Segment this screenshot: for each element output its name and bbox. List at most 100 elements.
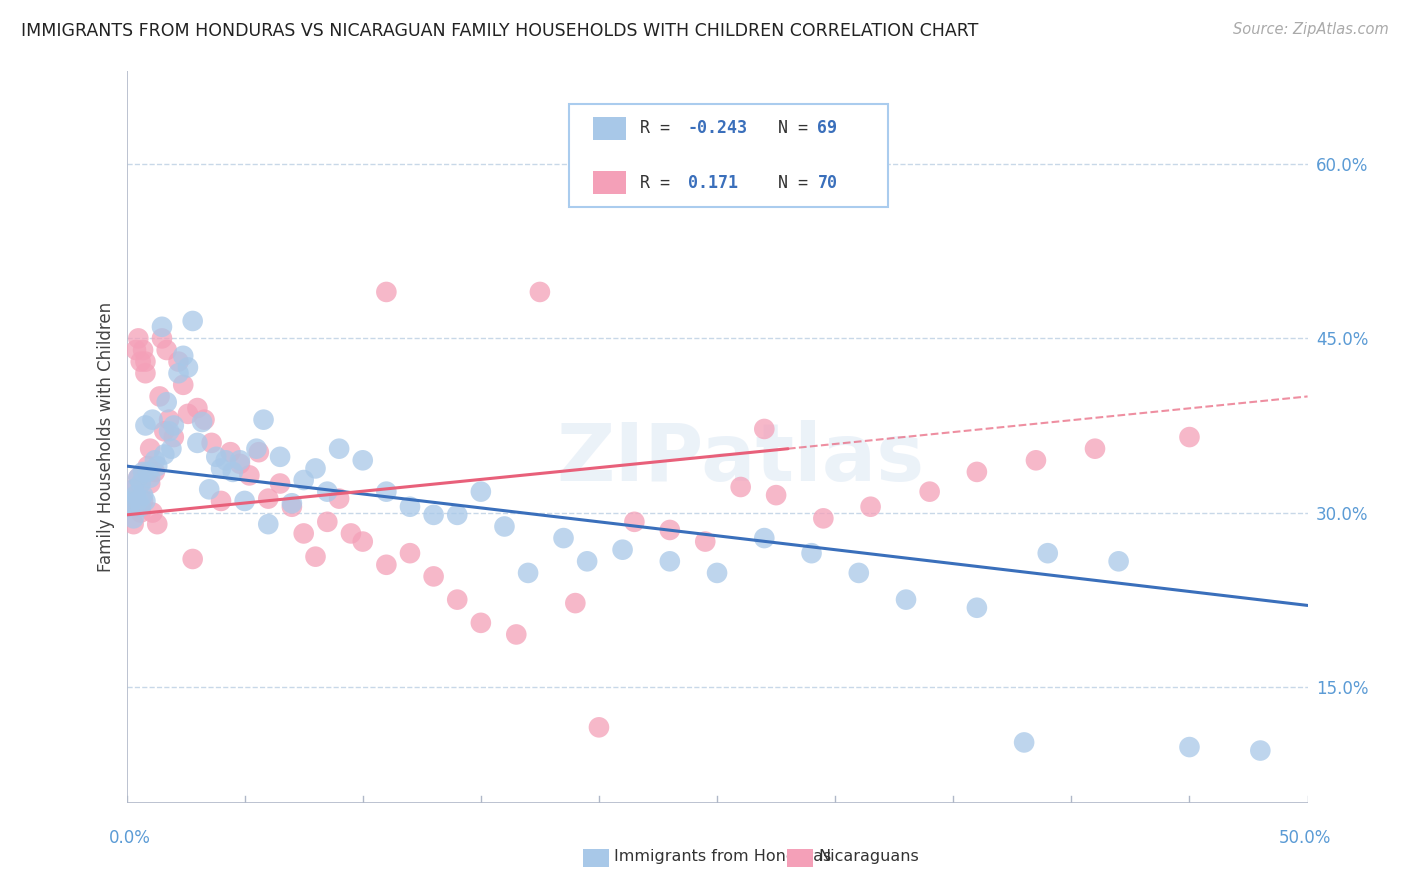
Point xyxy=(765,488,787,502)
Point xyxy=(150,319,173,334)
Point xyxy=(966,465,988,479)
Point xyxy=(222,465,245,479)
Point xyxy=(229,453,252,467)
Point xyxy=(375,484,398,499)
Point xyxy=(422,569,444,583)
Point xyxy=(191,415,214,429)
Point xyxy=(375,285,398,299)
Y-axis label: Family Households with Children: Family Households with Children xyxy=(97,302,115,572)
Point xyxy=(257,517,280,532)
Point xyxy=(588,720,610,734)
Point xyxy=(966,600,988,615)
Text: IMMIGRANTS FROM HONDURAS VS NICARAGUAN FAMILY HOUSEHOLDS WITH CHILDREN CORRELATI: IMMIGRANTS FROM HONDURAS VS NICARAGUAN F… xyxy=(21,22,979,40)
Point xyxy=(564,596,586,610)
Point xyxy=(505,627,527,641)
Point xyxy=(163,430,186,444)
Text: ZIPatlas: ZIPatlas xyxy=(557,420,925,498)
Point xyxy=(153,424,176,438)
Point xyxy=(139,476,162,491)
Point xyxy=(167,366,190,380)
Point xyxy=(134,494,156,508)
Text: Nicaraguans: Nicaraguans xyxy=(818,849,920,863)
Point xyxy=(146,459,169,474)
Point xyxy=(1084,442,1107,456)
FancyBboxPatch shape xyxy=(593,117,626,140)
Point xyxy=(149,389,172,403)
Point xyxy=(612,542,634,557)
Point xyxy=(143,465,166,479)
Point xyxy=(127,494,149,508)
Point xyxy=(120,500,142,514)
Point xyxy=(247,445,270,459)
Point xyxy=(122,483,145,497)
Point xyxy=(859,500,882,514)
Point xyxy=(172,377,194,392)
Point xyxy=(1178,740,1201,755)
Point xyxy=(156,343,179,357)
Point xyxy=(316,484,339,499)
Text: 50.0%: 50.0% xyxy=(1278,829,1331,847)
Point xyxy=(352,453,374,467)
Point xyxy=(304,461,326,475)
Point xyxy=(269,476,291,491)
Point xyxy=(198,483,221,497)
Point xyxy=(304,549,326,564)
Point xyxy=(252,412,274,426)
Point xyxy=(118,494,141,508)
Point xyxy=(494,519,516,533)
Point xyxy=(470,615,492,630)
Point xyxy=(160,442,183,456)
Text: N =: N = xyxy=(758,120,818,137)
Point xyxy=(122,483,145,497)
Point xyxy=(292,526,315,541)
Point xyxy=(399,500,422,514)
Point xyxy=(136,459,159,474)
Point xyxy=(122,511,145,525)
Point xyxy=(200,436,222,450)
Point xyxy=(120,494,142,508)
Point xyxy=(141,506,163,520)
FancyBboxPatch shape xyxy=(569,104,889,207)
Text: 70: 70 xyxy=(817,174,838,192)
Point xyxy=(150,331,173,345)
Point xyxy=(529,285,551,299)
Text: -0.243: -0.243 xyxy=(688,120,748,137)
Point xyxy=(127,471,149,485)
Point xyxy=(177,360,200,375)
Text: 0.171: 0.171 xyxy=(688,174,738,192)
Point xyxy=(813,511,835,525)
Point xyxy=(163,418,186,433)
Point xyxy=(132,494,155,508)
Point xyxy=(238,468,260,483)
Point xyxy=(1036,546,1059,560)
Point xyxy=(1249,743,1271,757)
Point xyxy=(894,592,917,607)
Point xyxy=(146,517,169,532)
Point xyxy=(470,484,492,499)
Point xyxy=(215,453,238,467)
Point xyxy=(127,471,149,485)
Text: Source: ZipAtlas.com: Source: ZipAtlas.com xyxy=(1233,22,1389,37)
Point xyxy=(122,517,145,532)
Point xyxy=(1178,430,1201,444)
Point xyxy=(167,354,190,368)
Point xyxy=(754,531,776,545)
Point xyxy=(181,552,204,566)
Point xyxy=(153,448,176,462)
Point xyxy=(1108,554,1130,568)
Point xyxy=(292,473,315,487)
Point xyxy=(125,494,148,508)
Point xyxy=(129,506,152,520)
Text: 0.0%: 0.0% xyxy=(108,829,150,847)
Point xyxy=(233,494,256,508)
Point xyxy=(156,395,179,409)
Point xyxy=(446,508,468,522)
Point xyxy=(576,554,599,568)
Point xyxy=(422,508,444,522)
Point xyxy=(219,445,242,459)
Point xyxy=(129,354,152,368)
Point xyxy=(186,401,208,415)
Point xyxy=(316,515,339,529)
Point xyxy=(139,471,162,485)
Point xyxy=(157,424,180,438)
